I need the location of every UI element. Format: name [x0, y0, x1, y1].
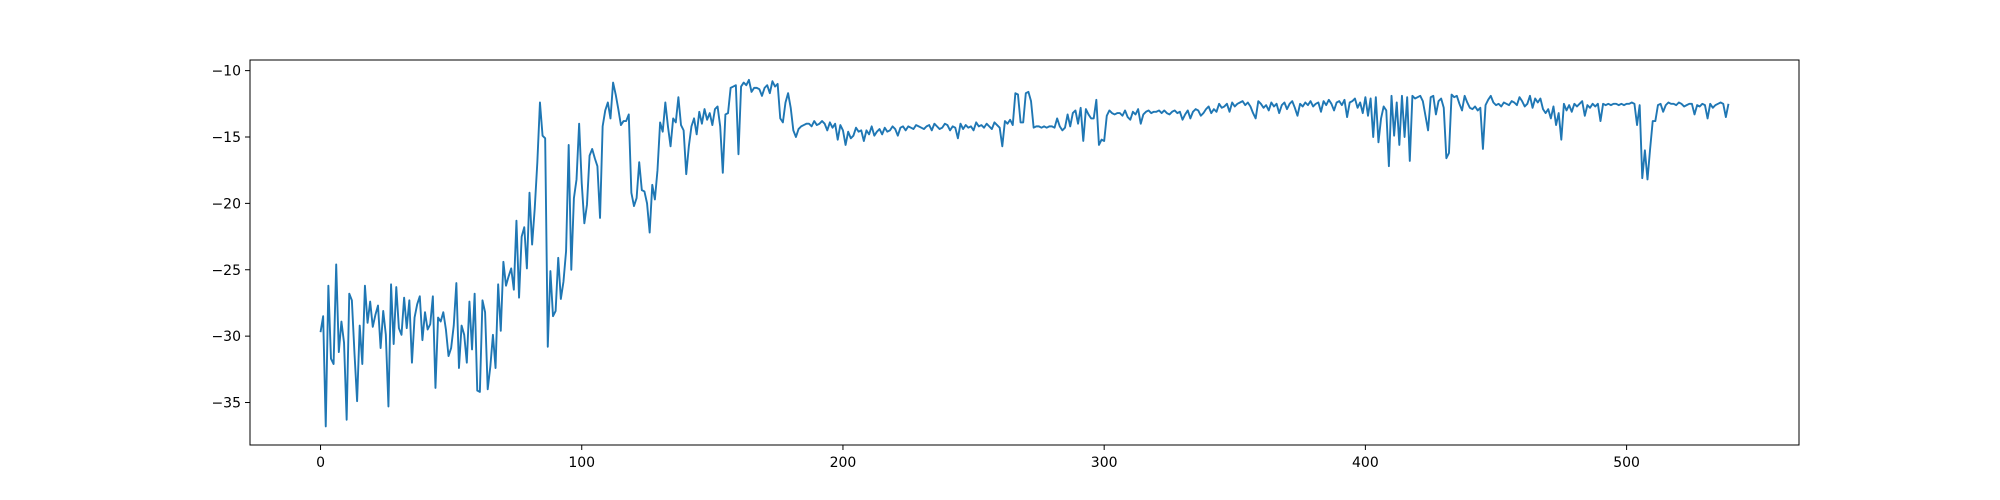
- plot-frame: [249, 59, 1800, 446]
- data-line: [319, 78, 1730, 428]
- x-tick-label: 200: [830, 455, 857, 471]
- y-tick-label: −30: [211, 329, 241, 345]
- x-tick-label: 100: [568, 455, 595, 471]
- x-tick-label: 0: [316, 455, 325, 471]
- y-tick-label: −35: [211, 396, 241, 412]
- x-tick-label: 500: [1613, 455, 1640, 471]
- y-tick-label: −20: [211, 196, 241, 212]
- y-tick-label: −25: [211, 263, 241, 279]
- x-tick-label: 300: [1091, 455, 1118, 471]
- y-tick-label: −15: [211, 130, 241, 146]
- y-tick-label: −10: [211, 64, 241, 80]
- x-tick-label: 400: [1352, 455, 1379, 471]
